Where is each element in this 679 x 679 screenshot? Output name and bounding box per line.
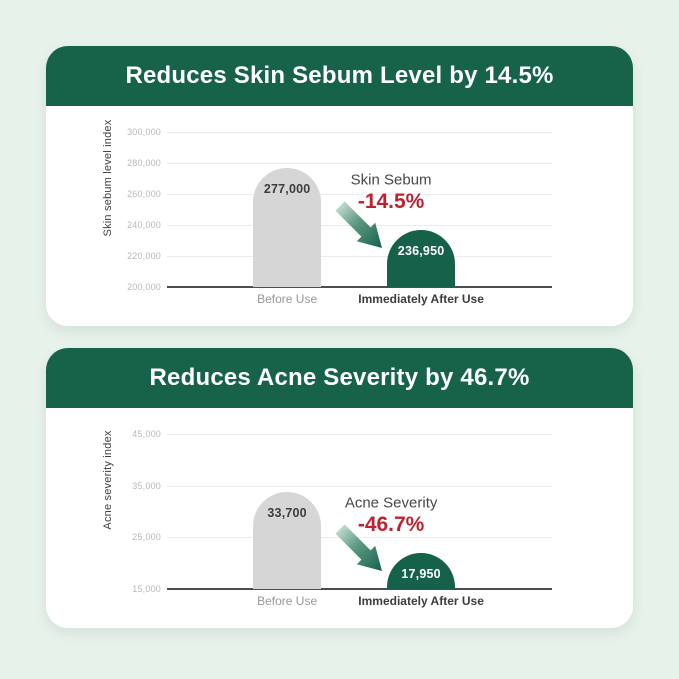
after-use-bar	[387, 229, 456, 287]
y-axis-label: Skin sebum level index	[102, 119, 114, 237]
gridline	[167, 163, 552, 164]
y-tick-label: 260,000	[127, 189, 161, 199]
gridline	[167, 434, 552, 435]
annotation-label: Acne Severity	[344, 494, 438, 512]
annotation-delta: -46.7%	[357, 513, 425, 536]
gridline	[167, 485, 552, 487]
category-label: Immediately After Use	[358, 594, 484, 608]
bar-value-label: 33,700	[267, 506, 307, 521]
sebum-chart: Skin sebum level index 300,000 280,000 260,…	[46, 106, 633, 326]
x-axis-line	[167, 286, 552, 288]
y-tick-label: 45,000	[132, 429, 161, 439]
gridline	[167, 132, 552, 133]
category-label: Before Use	[257, 594, 318, 608]
category-label: Before Use	[257, 292, 318, 306]
gridline	[167, 256, 552, 257]
acne-card-header: Reduces Acne Severity by 46.7%	[46, 348, 633, 408]
category-label: Immediately After Use	[358, 292, 484, 306]
bar-value-label: 277,000	[263, 181, 311, 196]
y-tick-label: 35,000	[132, 480, 161, 491]
sebum-card-title: Reduces Skin Sebum Level by 14.5%	[125, 62, 554, 89]
y-tick-label: 200,000	[127, 282, 161, 292]
acne-card: Reduces Acne Severity by 46.7% Acne seve…	[46, 348, 633, 628]
gridline	[167, 194, 552, 195]
y-tick-label: 220,000	[127, 251, 161, 261]
bar-value-label: 17,950	[401, 567, 441, 581]
y-tick-label: 25,000	[132, 532, 161, 543]
annotation-label: Skin Sebum	[350, 171, 432, 189]
y-tick-label: 300,000	[127, 127, 161, 137]
bar-value-label: 236,950	[397, 243, 445, 258]
y-tick-label: 15,000	[132, 584, 161, 594]
decrease-arrow-icon	[335, 524, 383, 572]
acne-chart: Acne severity index 45,000 35,000 25,000 15,…	[46, 408, 633, 628]
before-use-bar	[253, 167, 322, 287]
before-use-bar	[253, 492, 322, 589]
y-tick-label: 280,000	[127, 158, 161, 168]
x-axis-line	[167, 588, 552, 590]
decrease-arrow-icon	[335, 201, 383, 249]
sebum-card: Reduces Skin Sebum Level by 14.5% Skin s…	[46, 46, 633, 326]
annotation-delta: -14.5%	[357, 189, 425, 213]
acne-card-title: Reduces Acne Severity by 46.7%	[149, 364, 530, 391]
gridline	[167, 537, 552, 539]
y-tick-label: 240,000	[127, 220, 161, 230]
sebum-card-header: Reduces Skin Sebum Level by 14.5%	[46, 46, 633, 106]
